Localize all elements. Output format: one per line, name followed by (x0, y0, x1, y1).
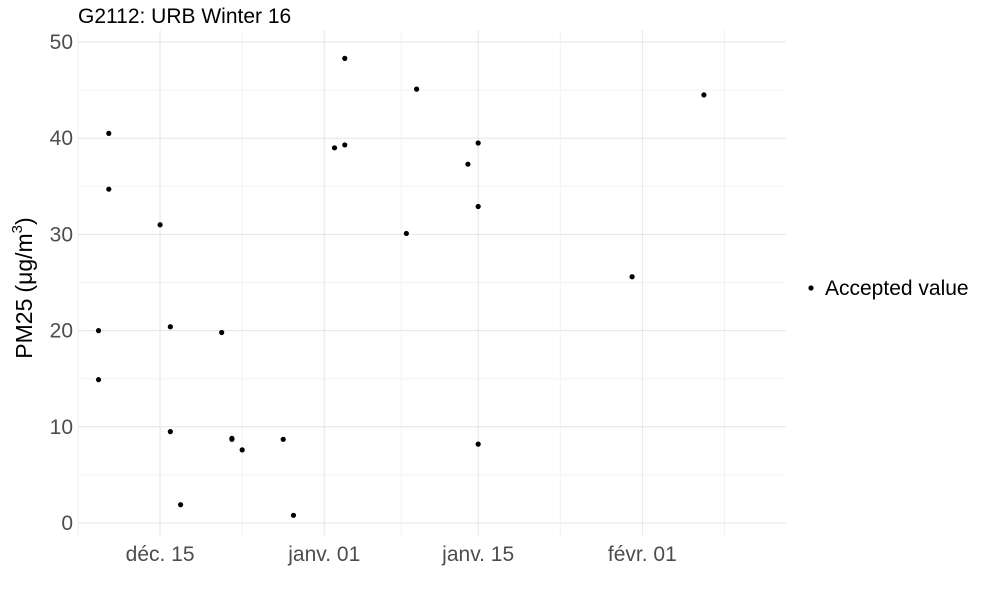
x-axis-tick-labels: déc. 15 janv. 01 janv. 15 févr. 01 (126, 543, 677, 566)
data-point (280, 436, 286, 442)
data-point (475, 203, 481, 210)
legend: Accepted value (808, 277, 969, 300)
data-point (475, 140, 481, 146)
y-axis-label-quantity: PM25 (11, 299, 37, 359)
y-axis-label-unit-exponent: 3 (9, 225, 26, 233)
y-tick-label: 20 (50, 320, 73, 343)
x-tick-label: févr. 01 (608, 543, 677, 566)
legend-label-accepted-value: Accepted value (825, 277, 969, 300)
data-point (167, 429, 173, 435)
data-point (475, 441, 481, 447)
data-point (414, 86, 420, 92)
data-point (701, 92, 707, 98)
y-axis-label-unit-close: ) (11, 217, 37, 225)
y-tick-label: 10 (50, 416, 73, 439)
x-tick-label: janv. 01 (287, 543, 360, 566)
data-point (331, 145, 338, 151)
data-point (629, 274, 635, 280)
minor-gridlines-x (77, 30, 725, 536)
data-point (239, 447, 245, 453)
y-axis-tick-labels: 0 10 20 30 40 50 (50, 31, 73, 535)
data-points (95, 55, 707, 518)
data-point (219, 329, 225, 336)
data-point (342, 55, 348, 61)
y-tick-label: 50 (50, 31, 73, 54)
data-point (465, 161, 471, 167)
y-axis-label: PM25 (μg/m3) (9, 217, 37, 358)
y-tick-label: 30 (50, 223, 73, 246)
data-point (95, 328, 102, 334)
plot-panel (77, 30, 786, 536)
data-point (229, 436, 235, 442)
data-point (106, 130, 112, 136)
data-point (342, 142, 348, 148)
data-point (106, 186, 112, 192)
data-point (290, 512, 297, 518)
major-gridlines-y (78, 41, 786, 524)
data-point (95, 377, 102, 383)
data-point (178, 502, 184, 508)
data-point (167, 324, 173, 330)
legend-key-accepted-value (808, 285, 814, 291)
y-axis-label-unit: (μg/m (11, 233, 37, 292)
y-tick-label: 0 (61, 512, 73, 535)
data-point (157, 222, 163, 228)
y-tick-label: 40 (50, 127, 73, 150)
x-tick-label: déc. 15 (126, 543, 195, 566)
chart-title: G2112: URB Winter 16 (78, 5, 291, 28)
data-point (403, 230, 409, 237)
major-gridlines-x (159, 30, 643, 536)
minor-gridlines-y (78, 89, 786, 476)
x-tick-label: janv. 15 (441, 543, 514, 566)
